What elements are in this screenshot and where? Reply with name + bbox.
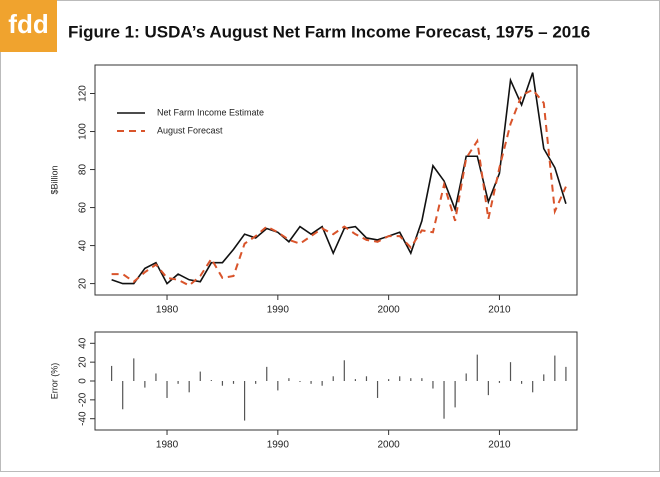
series-line: [111, 72, 567, 285]
y-tick-label: 120: [78, 85, 89, 102]
logo-box: [0, 0, 57, 52]
y-axis-label: Error (%): [49, 363, 59, 400]
y-axis-label: $Billion: [49, 165, 59, 194]
x-tick-label: 2010: [488, 305, 511, 316]
y-tick-label: 40: [78, 337, 89, 349]
chart-title: Figure 1: USDA’s August Net Farm Income …: [68, 22, 590, 41]
y-tick-label: 60: [78, 202, 89, 214]
y-tick-label: -20: [78, 392, 89, 407]
y-tick-label: 40: [78, 240, 89, 252]
plot-box: [94, 64, 578, 296]
legend-label: Net Farm Income Estimate: [157, 107, 264, 117]
y-tick-label: 80: [78, 164, 89, 176]
y-tick-label: -40: [78, 411, 89, 426]
y-tick-label: 20: [78, 278, 89, 290]
y-tick-label: 100: [78, 123, 89, 140]
x-tick-label: 1990: [267, 440, 290, 451]
x-tick-label: 2010: [488, 440, 511, 451]
x-tick-label: 1980: [156, 305, 179, 316]
x-tick-label: 1980: [156, 440, 179, 451]
legend-label: August Forecast: [157, 125, 223, 135]
logo: fdd: [8, 9, 48, 39]
y-tick-label: 0: [78, 378, 89, 384]
y-tick-label: 20: [78, 356, 89, 368]
x-tick-label: 1990: [267, 305, 290, 316]
x-tick-label: 2000: [378, 440, 401, 451]
x-tick-label: 2000: [378, 305, 401, 316]
